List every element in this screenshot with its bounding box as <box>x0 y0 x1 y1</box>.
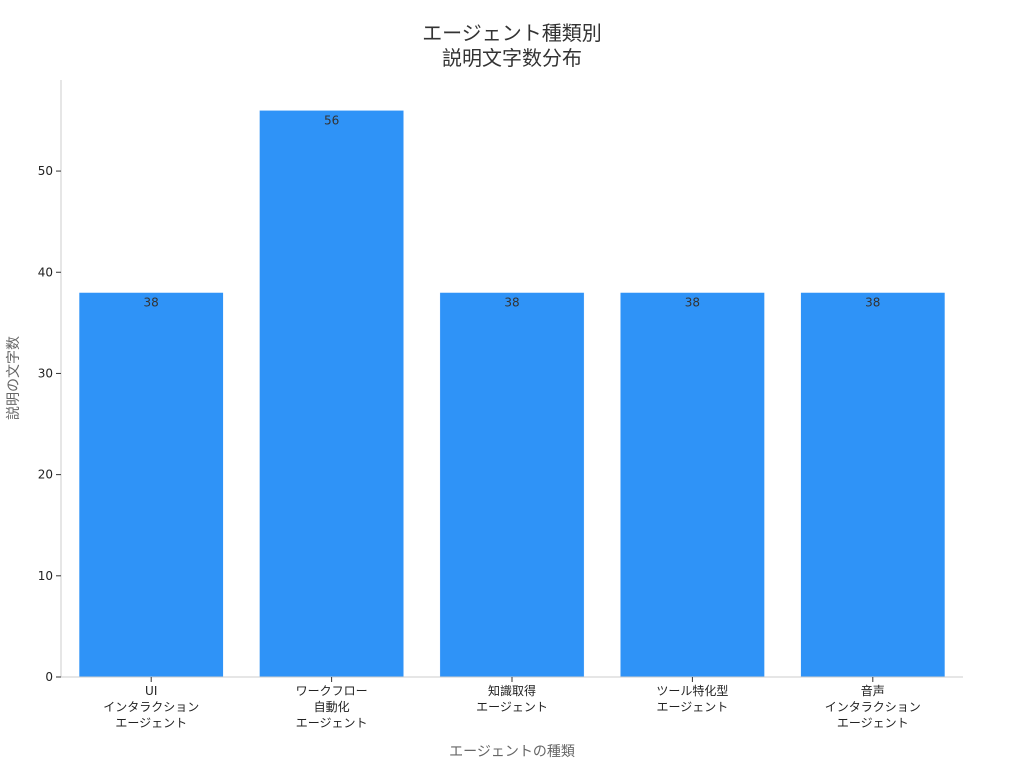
chart-title-line-2: 説明文字数分布 <box>442 46 582 70</box>
y-tick-label-30: 30 <box>38 366 53 380</box>
x-tick-label-line: UI <box>145 684 157 698</box>
y-tick-label-50: 50 <box>38 164 53 178</box>
y-axis-label: 説明の文字数 <box>6 336 22 420</box>
data-labels: 38 56 38 38 38 <box>144 113 881 309</box>
x-tick-label-line: 音声 <box>861 683 885 698</box>
bar-1 <box>78 292 224 678</box>
x-tick-label-line: エージェント <box>837 716 909 730</box>
x-tick-label-line: エージェント <box>115 716 187 730</box>
x-tick-label-line: エージェント <box>476 700 548 714</box>
x-tick-label-line: 自動化 <box>314 700 350 714</box>
data-label-4: 38 <box>685 295 700 309</box>
data-label-3: 38 <box>504 295 519 309</box>
x-axis-label: エージェントの種類 <box>449 744 575 760</box>
y-tick-label-20: 20 <box>38 468 53 482</box>
y-tick-label-10: 10 <box>38 569 53 583</box>
bar-2 <box>259 110 405 678</box>
y-tick-label-0: 0 <box>45 670 53 684</box>
bars <box>78 110 946 678</box>
x-axis: UI インタラクションエージェントワークフロー自動化エージェント知識取得エージェン… <box>61 676 963 730</box>
chart-title-line-1: エージェント種類別 <box>422 21 602 45</box>
chart-title: エージェント種類別 説明文字数分布 <box>422 21 602 70</box>
x-tick-label-5: 音声インタラクションエージェント <box>825 683 921 730</box>
data-label-1: 38 <box>144 295 159 309</box>
x-tick-label-line: エージェント <box>657 700 729 714</box>
bar-3 <box>439 292 585 678</box>
x-tick-label-line: 知識取得 <box>488 683 536 698</box>
x-tick-label-1: UI インタラクションエージェント <box>103 684 199 730</box>
x-tick-label-line: ツール特化型 <box>656 683 728 698</box>
bar-5 <box>800 292 946 678</box>
x-tick-label-3: 知識取得エージェント <box>476 683 548 714</box>
data-label-5: 38 <box>865 295 880 309</box>
y-tick-label-40: 40 <box>38 265 53 279</box>
y-axis: 0 10 20 30 40 50 <box>38 80 62 684</box>
x-tick-label-line: インタラクション <box>103 700 199 714</box>
x-tick-label-line: エージェント <box>296 716 368 730</box>
bar-4 <box>619 292 765 678</box>
x-tick-label-2: ワークフロー自動化エージェント <box>296 684 368 730</box>
x-tick-label-4: ツール特化型エージェント <box>656 683 728 714</box>
data-label-2: 56 <box>324 113 339 127</box>
x-tick-label-line: インタラクション <box>825 700 921 714</box>
x-tick-label-line: ワークフロー <box>296 684 368 698</box>
